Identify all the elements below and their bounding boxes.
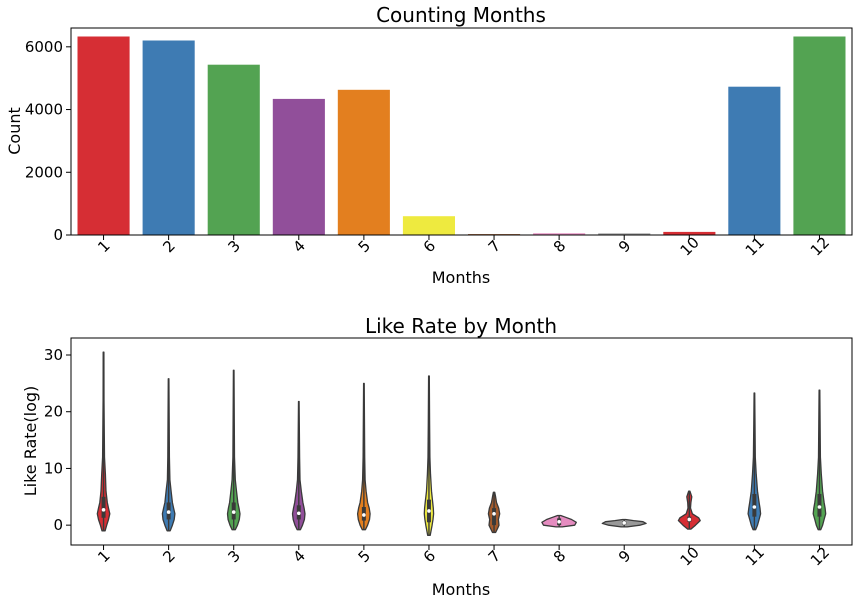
bar-11 <box>728 86 781 235</box>
violin-x-tick-label: 12 <box>807 543 833 569</box>
bar-chart-title: Counting Months <box>376 3 546 27</box>
bar-x-axis-label: Months <box>432 268 490 287</box>
bar-y-ticks: 0 2000 4000 6000 <box>25 38 71 244</box>
bar-axes-frame <box>70 27 853 236</box>
violin-median-dot <box>557 519 561 524</box>
bar-4 <box>272 98 325 236</box>
bar-y-tick-label: 6000 <box>25 38 63 56</box>
bar-10 <box>663 231 716 235</box>
bar-1 <box>77 36 130 235</box>
violin-y-tick-label: 20 <box>44 403 63 421</box>
violin-median-dot <box>427 509 431 513</box>
violin-x-tick-label: 11 <box>742 543 768 569</box>
bar-y-tick-label: 2000 <box>25 163 63 181</box>
violin-x-axis-label: Months <box>432 580 490 599</box>
violin-median-dot <box>492 512 496 516</box>
bar-x-tick-label: 10 <box>677 233 703 259</box>
bar-y-tick-label: 0 <box>53 226 63 244</box>
violin-marks <box>96 351 827 537</box>
violin-median-dot <box>166 510 171 514</box>
violin-median-dot <box>101 508 106 512</box>
bar-5 <box>337 89 390 235</box>
violin-median-dot <box>296 511 301 516</box>
bar-y-tick-label: 4000 <box>25 101 63 119</box>
bar-12 <box>793 36 846 235</box>
bar-3 <box>207 64 260 235</box>
bar-y-axis-label: Count <box>5 107 24 155</box>
violin-median-dot <box>687 517 692 522</box>
bar-6 <box>402 216 455 235</box>
bar-x-tick-label: 12 <box>807 233 833 259</box>
bar-marks <box>77 36 846 236</box>
bar-x-tick-label: 11 <box>742 233 768 259</box>
violin-chart-title: Like Rate by Month <box>365 314 557 338</box>
violin-y-tick-label: 10 <box>44 459 63 477</box>
violin-median-dot <box>231 510 236 514</box>
bar-2 <box>142 40 195 235</box>
violin-y-tick-label: 0 <box>53 516 63 534</box>
violin-y-tick-label: 30 <box>44 346 63 364</box>
violin-median-dot <box>622 521 627 525</box>
violin-y-ticks: 0 10 20 30 <box>44 346 71 534</box>
violin-median-dot <box>362 513 366 517</box>
violin-median-dot <box>752 505 757 509</box>
bar-x-ticks: 1 2 3 4 5 6 7 8 9 10 11 12 <box>94 233 833 259</box>
violin-axes-frame <box>70 337 853 546</box>
violin-x-ticks: 1 2 3 4 5 6 7 8 9 10 11 12 <box>94 543 833 569</box>
violin-y-axis-label: Like Rate(log) <box>21 386 40 497</box>
violin-median-dot <box>817 505 822 509</box>
violin-x-tick-label: 10 <box>677 543 703 569</box>
bar-9 <box>598 233 651 235</box>
bar-8 <box>533 233 586 235</box>
